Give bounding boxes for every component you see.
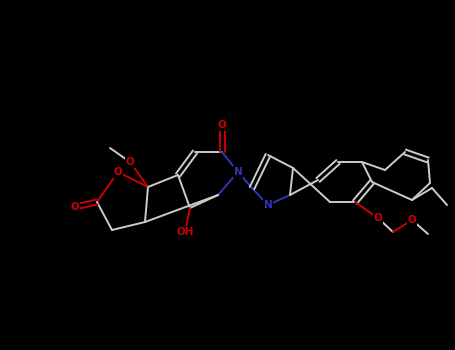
Text: O: O <box>71 202 79 212</box>
Text: N: N <box>233 167 243 177</box>
Text: O: O <box>114 167 122 177</box>
Text: O: O <box>374 213 382 223</box>
Text: O: O <box>126 157 134 167</box>
Text: N: N <box>263 200 273 210</box>
Text: O: O <box>217 120 227 130</box>
Text: OH: OH <box>176 227 194 237</box>
Text: O: O <box>408 215 416 225</box>
